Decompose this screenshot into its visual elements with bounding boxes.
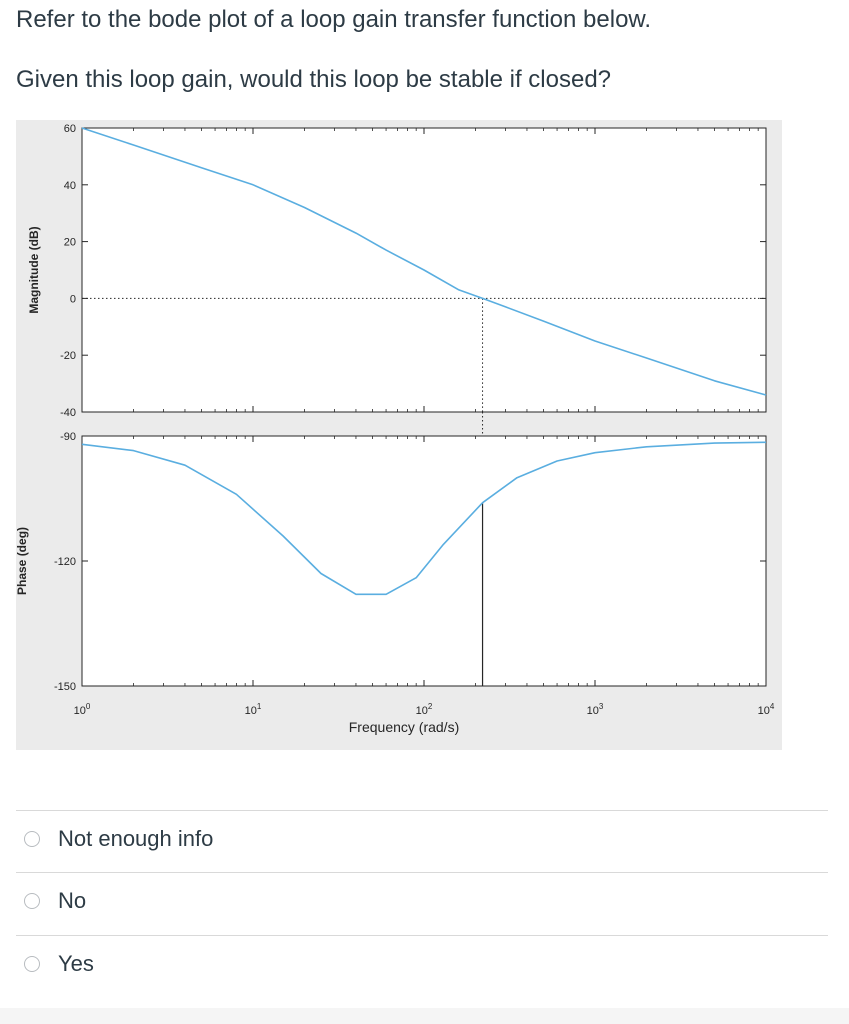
magnitude-ytick-label: 20	[64, 237, 76, 249]
xtick-label: 100	[74, 702, 91, 717]
answer-no[interactable]: No	[16, 882, 828, 922]
xtick-label: 103	[587, 702, 604, 717]
xtick-label: 101	[245, 702, 262, 717]
phase-ylabel: Phase (deg)	[16, 527, 29, 595]
answer-divider	[16, 935, 828, 936]
answer-not-enough-info[interactable]: Not enough info	[16, 820, 828, 860]
question-line-1: Refer to the bode plot of a loop gain tr…	[16, 6, 652, 33]
bode-plot: 60 40 20 0 -20 -40 Magnitude (dB) -90 -120 -150 Ph…	[16, 123, 775, 735]
xtick-label: 104	[758, 702, 775, 717]
magnitude-ytick-label: 40	[64, 180, 76, 192]
magnitude-ylabel: Magnitude (dB)	[27, 226, 41, 313]
radio-button[interactable]	[24, 893, 40, 909]
answer-yes[interactable]: Yes	[16, 945, 828, 985]
answer-label: Not enough info	[58, 826, 214, 851]
xlabel: Frequency (rad/s)	[349, 719, 459, 735]
answer-divider	[16, 810, 828, 811]
phase-ytick-label: -90	[60, 431, 76, 443]
answer-label: Yes	[58, 951, 94, 976]
radio-button[interactable]	[24, 831, 40, 847]
phase-ytick-label: -120	[54, 556, 76, 568]
magnitude-ytick-label: 60	[64, 123, 76, 135]
magnitude-ytick-label: -20	[60, 350, 76, 362]
phase-ytick-label: -150	[54, 681, 76, 693]
magnitude-curve	[81, 127, 767, 396]
magnitude-ytick-label: 0	[70, 293, 76, 305]
bode-plot-figure: 60 40 20 0 -20 -40 Magnitude (dB) -90 -120 -150 Ph…	[16, 120, 782, 750]
answer-label: No	[58, 888, 87, 913]
phase-axes-box	[81, 435, 767, 687]
magnitude-ytick-label: -40	[60, 407, 76, 419]
question-line-2: Given this loop gain, would this loop be…	[16, 66, 612, 93]
radio-button[interactable]	[24, 956, 40, 972]
xtick-label: 102	[416, 702, 433, 717]
answer-divider	[16, 872, 828, 873]
phase-curve	[81, 441, 767, 596]
bottom-strip	[0, 1008, 849, 1024]
